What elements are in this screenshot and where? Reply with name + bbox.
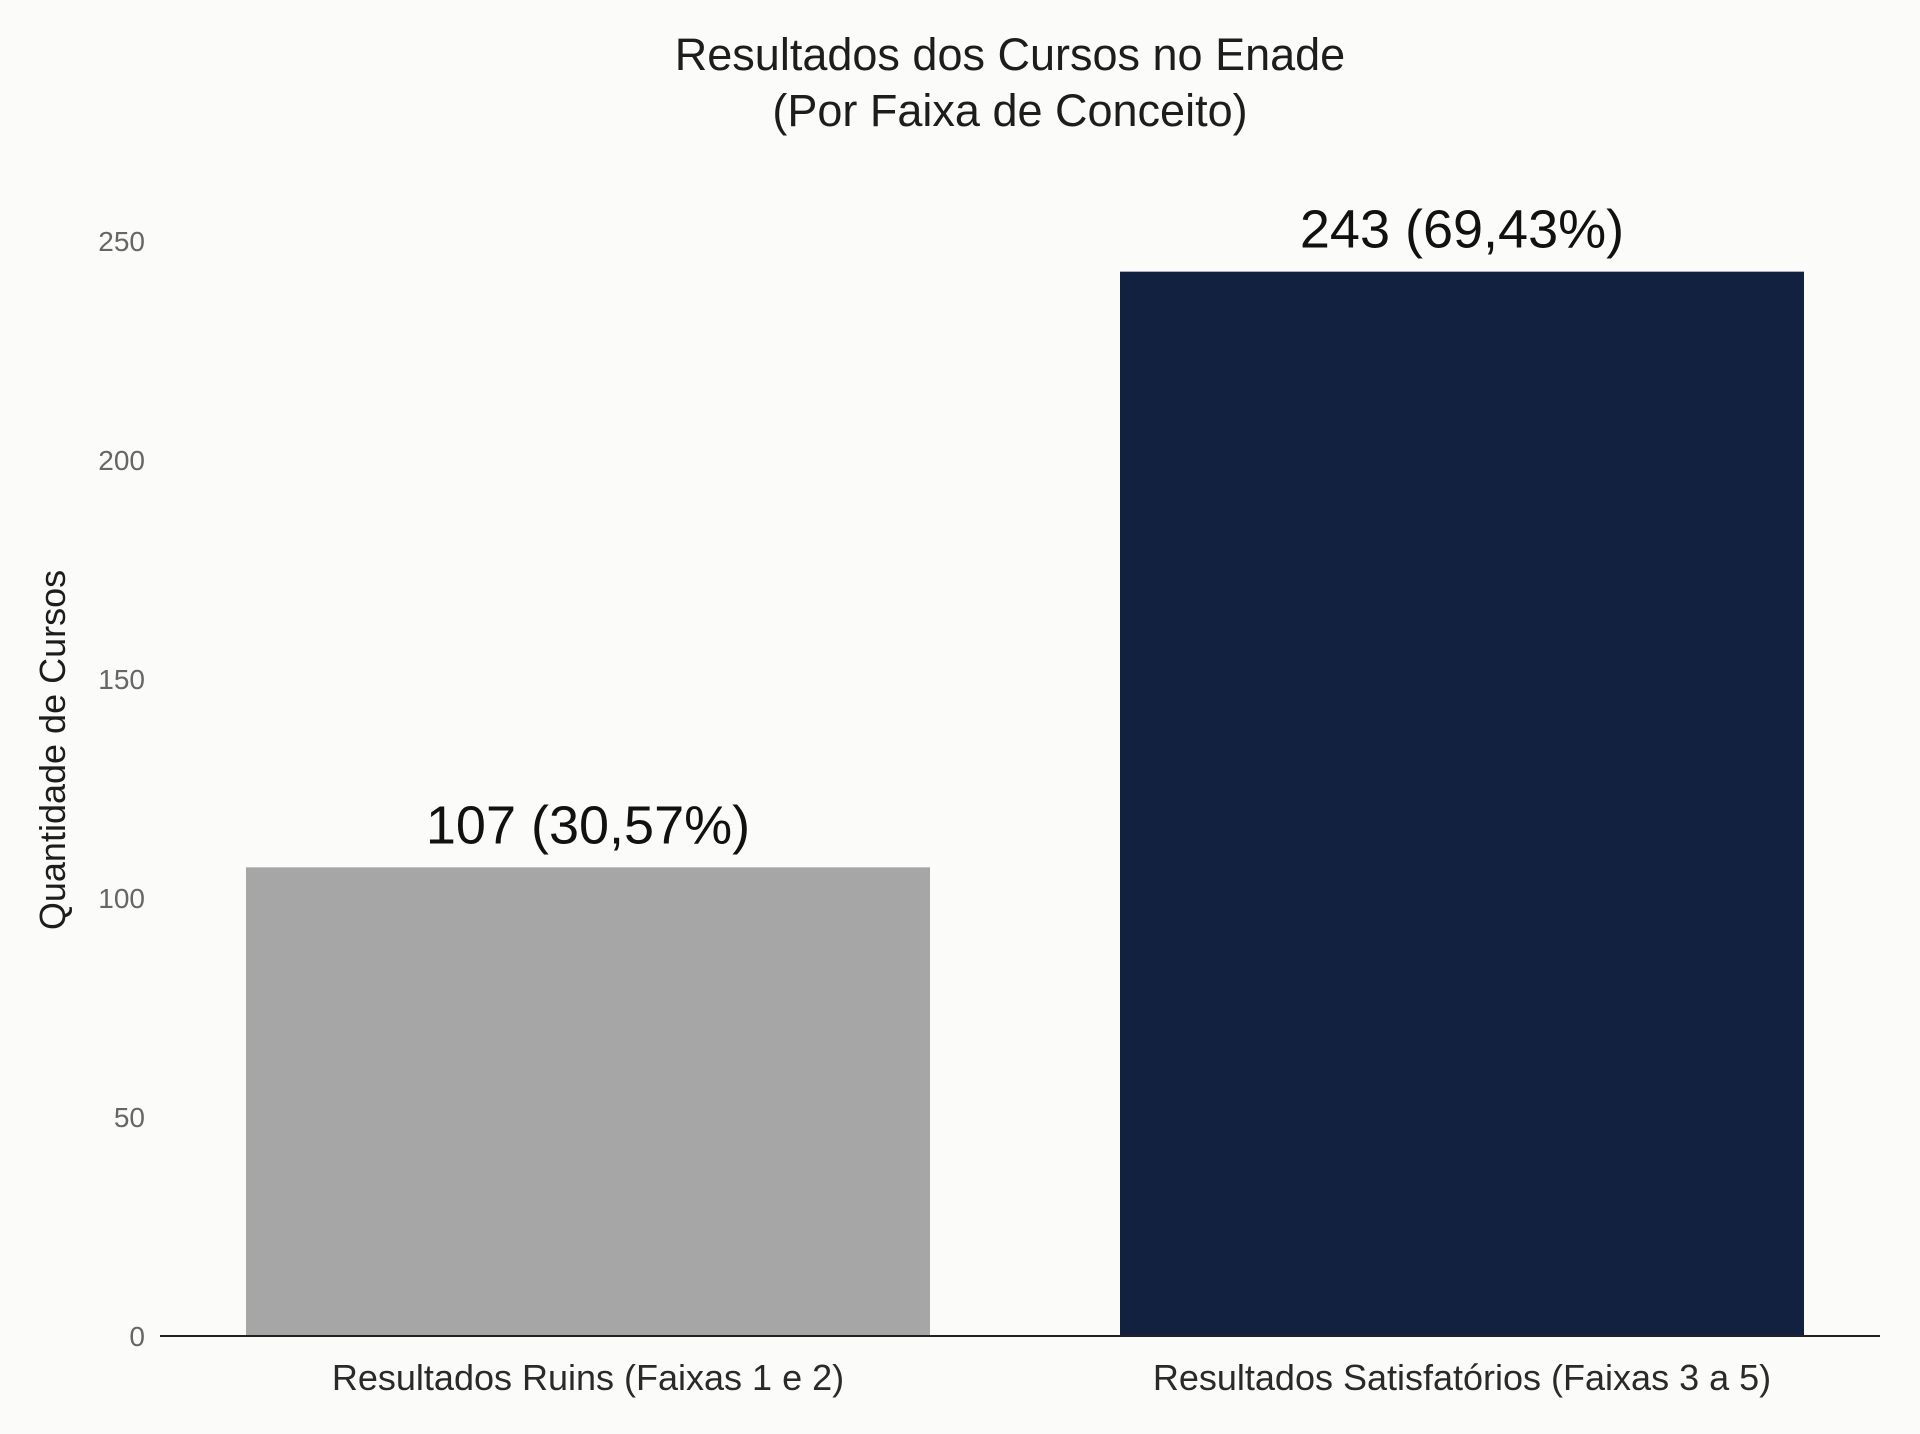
x-category-label: Resultados Ruins (Faixas 1 e 2) <box>332 1357 844 1398</box>
bar <box>246 867 930 1336</box>
y-tick-label: 100 <box>98 883 145 914</box>
data-labels: 107 (30,57%) 243 (69,43%) <box>426 200 1624 856</box>
y-axis-label: Quantidade de Cursos <box>32 570 73 930</box>
y-axis-ticks: 0 50 100 150 200 250 <box>98 226 145 1352</box>
y-tick-label: 50 <box>114 1102 145 1133</box>
bars <box>246 271 1804 1336</box>
y-tick-label: 250 <box>98 226 145 257</box>
bar-value-label: 243 (69,43%) <box>1300 200 1624 260</box>
y-tick-label: 0 <box>129 1321 145 1352</box>
y-tick-label: 150 <box>98 664 145 695</box>
x-axis-category-labels: Resultados Ruins (Faixas 1 e 2) Resultado… <box>332 1357 1771 1398</box>
y-tick-label: 200 <box>98 445 145 476</box>
x-category-label: Resultados Satisfatórios (Faixas 3 a 5) <box>1153 1357 1771 1398</box>
bar <box>1120 271 1804 1336</box>
bar-value-label: 107 (30,57%) <box>426 795 750 855</box>
chart-subtitle: (Por Faixa de Conceito) <box>772 85 1247 136</box>
chart-title: Resultados dos Cursos no Enade <box>675 29 1345 80</box>
